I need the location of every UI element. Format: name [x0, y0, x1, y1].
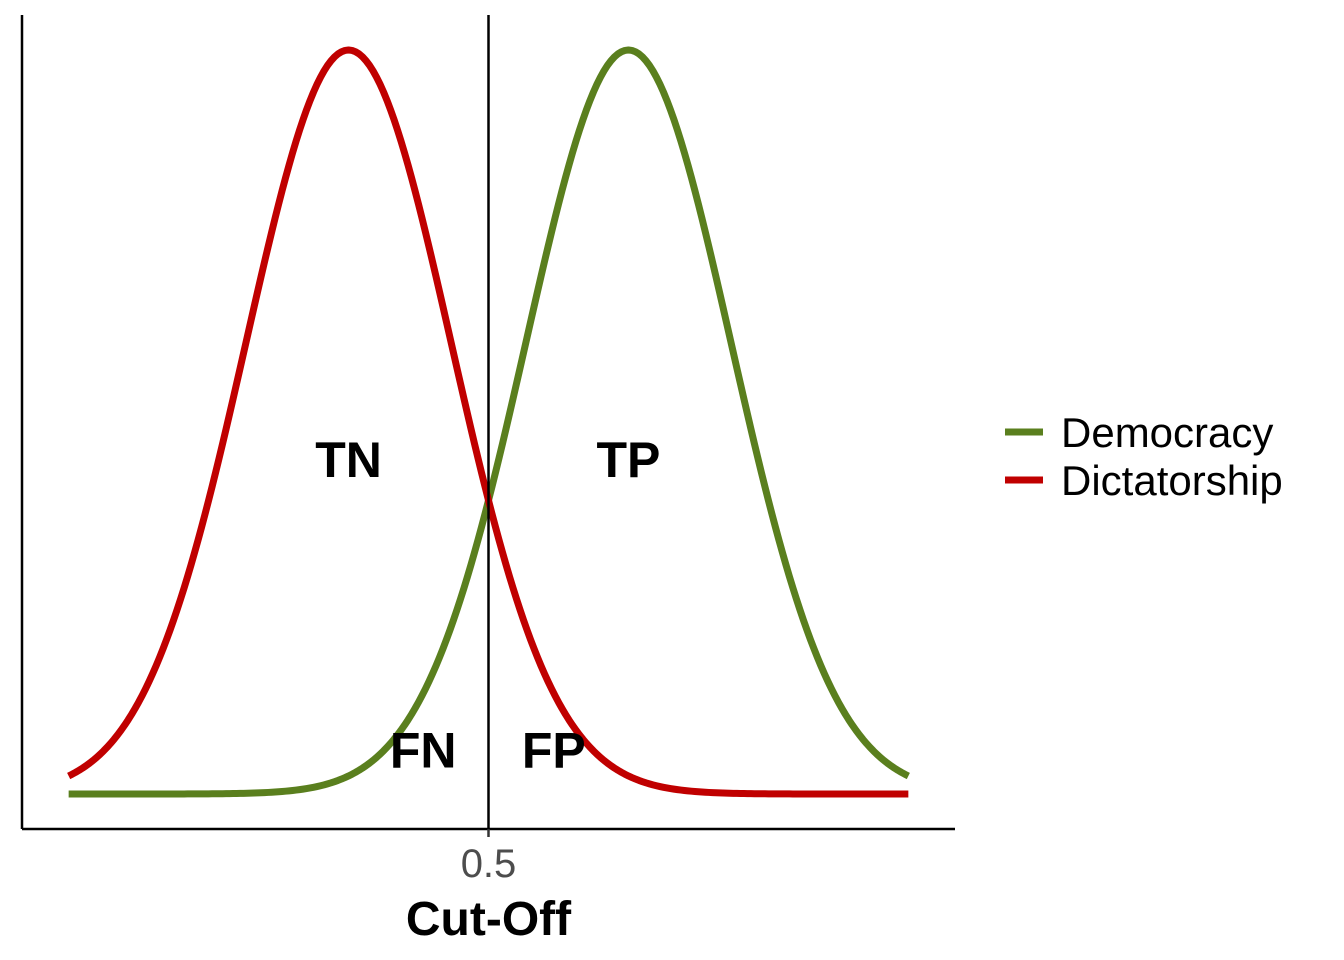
x-tick-label: 0.5 — [461, 842, 517, 886]
x-axis-title: Cut-Off — [406, 893, 572, 946]
region-label-tn: TN — [315, 432, 382, 488]
legend-label-democracy: Democracy — [1061, 409, 1273, 456]
region-label-tp: TP — [596, 432, 660, 488]
region-labels: TN TP FN FP — [315, 432, 660, 778]
region-label-fp: FP — [522, 722, 586, 778]
legend-label-dictatorship: Dictatorship — [1061, 457, 1283, 504]
x-ticks: 0.5 — [461, 829, 517, 886]
region-label-fn: FN — [390, 722, 457, 778]
